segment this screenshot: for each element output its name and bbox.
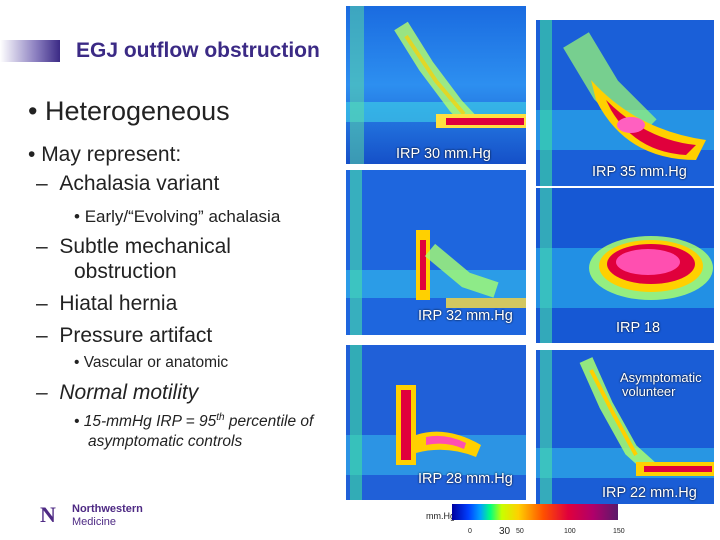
- hrm-topography-4: [536, 188, 714, 343]
- panel-6-label: IRP 22 mm.Hg: [602, 485, 697, 501]
- panel-3-label: IRP 32 mm.Hg: [418, 308, 513, 324]
- hrm-topography-6: [536, 350, 714, 504]
- logo-mark-icon: N: [40, 502, 56, 527]
- hrm-topography-2: [536, 20, 714, 186]
- scale-tick-100: 100: [564, 528, 576, 535]
- hrm-topography-1: [346, 6, 526, 164]
- hrm-panel-6: Asymptomatic volunteer IRP 22 mm.Hg: [536, 350, 714, 504]
- hrm-panel-3: IRP 32 mm.Hg: [346, 170, 526, 335]
- bullet-subtle-mechanical: – Subtle mechanical: [36, 235, 231, 258]
- bullet-early-achalasia: • Early/“Evolving” achalasia: [74, 207, 281, 226]
- logo-text-medicine: Medicine: [72, 516, 117, 528]
- scale-tick-150: 150: [613, 528, 625, 535]
- northwestern-medicine-logo: N Northwestern Medicine: [40, 500, 200, 530]
- scale-tick-0: 0: [468, 528, 472, 535]
- slide-title: EGJ outflow obstruction: [76, 39, 320, 62]
- bullet-hiatal-hernia: – Hiatal hernia: [36, 292, 178, 315]
- pressure-color-scale: [452, 504, 618, 520]
- bullet-vascular: • Vascular or anatomic: [74, 354, 229, 371]
- hrm-panel-4: IRP 18: [536, 188, 714, 343]
- bullet-asymptomatic-controls: asymptomatic controls: [88, 433, 243, 450]
- bullet-main: • Heterogeneous: [28, 96, 230, 126]
- panel-4-label: IRP 18: [616, 320, 661, 336]
- title-accent-bar: [0, 40, 60, 62]
- hrm-panel-5: IRP 28 mm.Hg: [346, 345, 526, 500]
- hrm-panel-1: IRP 30 mm.Hg: [346, 6, 526, 164]
- scale-tick-30: 30: [499, 526, 511, 537]
- logo-text-northwestern: Northwestern: [72, 503, 143, 515]
- bullet-may-represent: • May represent:: [28, 143, 182, 166]
- panel-6-label-line1: Asymptomatic: [620, 370, 702, 385]
- panel-6-label-line2: volunteer: [622, 384, 676, 399]
- slide-title-bar: EGJ outflow obstruction: [0, 30, 345, 72]
- hrm-topography-3: [346, 170, 526, 335]
- scale-tick-50: 50: [516, 528, 524, 535]
- bullet-normal-motility: – Normal motility: [36, 381, 199, 404]
- panel-1-label: IRP 30 mm.Hg: [396, 146, 491, 162]
- hrm-panel-2: IRP 35 mm.Hg: [536, 20, 714, 186]
- hrm-topography-5: [346, 345, 526, 500]
- panel-5-label: IRP 28 mm.Hg: [418, 471, 513, 487]
- bullet-obstruction: obstruction: [74, 260, 177, 283]
- bullet-pressure-artifact: – Pressure artifact: [36, 324, 213, 347]
- bullet-15mmhg: • 15-mmHg IRP = 95th percentile of: [74, 412, 314, 431]
- bullet-achalasia-variant: – Achalasia variant: [36, 172, 220, 195]
- scale-unit-label: mm.Hg: [426, 511, 455, 521]
- panel-2-label: IRP 35 mm.Hg: [592, 164, 687, 180]
